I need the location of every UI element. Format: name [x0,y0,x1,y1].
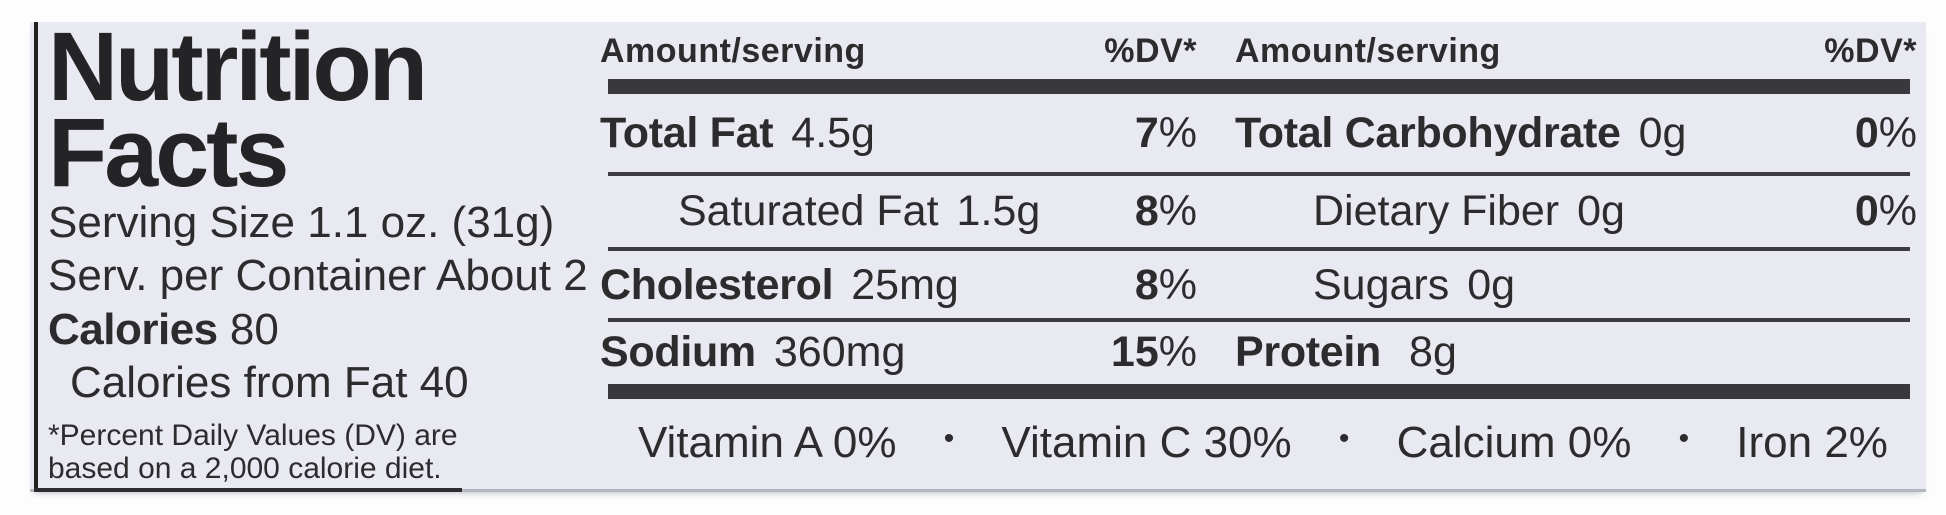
header-bar-spacer [600,79,1197,94]
dv-percent-sign: % [1158,328,1197,376]
header-bar-spacer [1235,79,1917,94]
nutrient-amount: 8g [1409,328,1457,376]
nutrient-name: Total Fat [600,108,774,157]
nutrient-dv: 15% [1111,328,1197,377]
dv-percent-sign: % [1158,261,1197,309]
nutrient-amount: 0g [1467,261,1516,309]
dv-number: 15 [1110,328,1159,376]
nutrient-row-total-carbohydrate: Total Carbohydrate 0g 0% [1235,94,1917,172]
nutrient-dv: 7% [1135,109,1197,158]
footnote-line2: based on a 2,000 calorie diet. [48,452,442,485]
divider-thin-3 [608,318,1910,322]
nutrient-amount: 1.5g [956,186,1041,235]
divider-thin-2 [608,247,1910,251]
nutrient-name: Total Carbohydrate [1235,108,1621,157]
vitamins-row: Vitamin A 0% • Vitamin C 30% • Calcium 0… [608,414,1910,472]
serving-size: Serving Size 1.1 oz. (31g) [48,198,555,247]
amount-serving-header: Amount/serving [1235,32,1501,70]
nutrient-name: Sugars [1313,261,1450,309]
nutrient-row-sugars: Sugars 0g [1235,250,1917,321]
nutrition-facts-label: Nutrition Facts Serving Size 1.1 oz. (31… [30,18,1926,492]
divider-thin-1 [608,172,1910,176]
nutrient-dv: 0% [1855,187,1917,236]
nutrient-name: Protein [1235,328,1382,376]
nutrient-row-protein: Protein 8g [1235,321,1917,384]
nutrient-name: Saturated Fat [678,186,939,235]
calories-label: Calories [48,305,218,354]
dv-number: 8 [1134,261,1159,309]
vitamin-a-value: Vitamin A 0% [638,418,897,467]
divider-thick-bottom [608,384,1910,399]
label-title-line2: Facts [48,98,289,207]
servings-per-container: Serv. per Container About 2 [48,251,588,300]
amount-serving-header: Amount/serving [600,32,866,70]
label-left-column: Nutrition Facts Serving Size 1.1 oz. (31… [44,18,629,492]
calcium-value: Calcium 0% [1396,418,1632,467]
dv-number: 0 [1854,186,1879,235]
nutrient-row-saturated-fat: Saturated Fat 1.5g 8% [600,172,1197,250]
dv-header: %DV* [1824,32,1917,70]
bullet-separator: • [1338,422,1350,455]
nutrient-amount: 0g [1638,108,1687,157]
nutrient-row-total-fat: Total Fat 4.5g 7% [600,94,1197,172]
nutrient-name: Sodium [600,328,756,376]
divider-thick-top [608,79,1910,94]
nutrient-name: Dietary Fiber [1313,186,1560,235]
nutrient-amount: 360mg [773,328,906,376]
footnote-line1: *Percent Daily Values (DV) are [48,419,458,452]
bullet-separator: • [943,422,955,455]
label-title-line1: Nutrition [48,12,428,121]
nutrient-amount: 4.5g [791,108,875,157]
label-left-border [34,22,38,492]
nutrient-row-cholesterol: Cholesterol 25mg 8% [600,250,1197,321]
nutrient-amount: 25mg [851,261,959,309]
nutrient-dv: 0% [1855,109,1917,158]
calories-from-fat: Calories from Fat 40 [70,358,469,407]
calories-row: Calories 80 [48,305,279,355]
table-header-right: Amount/serving %DV* [1235,32,1917,79]
nutrient-amount: 0g [1577,186,1625,235]
nutrient-row-sodium: Sodium 360mg 15% [600,321,1197,384]
calories-value: 80 [229,305,279,354]
dv-percent-sign: % [1158,108,1197,157]
table-header-left: Amount/serving %DV* [600,32,1197,79]
dv-number: 8 [1134,186,1159,235]
dv-percent-sign: % [1158,186,1197,235]
dv-number: 7 [1134,108,1159,157]
bullet-separator: • [1678,422,1690,455]
iron-value: Iron 2% [1736,418,1888,467]
vitamin-c-value: Vitamin C 30% [1001,418,1292,467]
nutrient-dv: 8% [1135,187,1197,236]
nutrient-table-right: Amount/serving %DV* Total Carbohydrate 0… [1235,32,1917,384]
dv-percent-sign: % [1878,186,1917,235]
label-bottom-border [34,488,462,492]
nutrient-name: Cholesterol [600,261,834,309]
nutrient-dv: 8% [1135,261,1197,310]
dv-header: %DV* [1104,32,1197,70]
dv-percent-sign: % [1878,108,1917,157]
nutrient-row-dietary-fiber: Dietary Fiber 0g 0% [1235,172,1917,250]
nutrient-table-left: Amount/serving %DV* Total Fat 4.5g 7% Sa… [600,32,1197,384]
dv-number: 0 [1854,108,1879,157]
